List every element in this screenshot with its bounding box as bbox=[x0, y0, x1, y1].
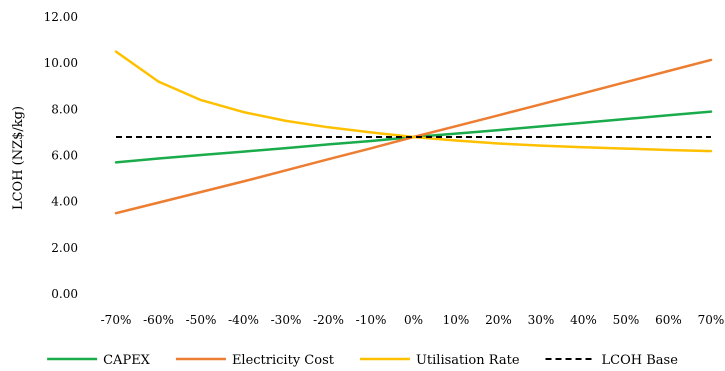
y-axis-title: LCOH (NZ$/kg) bbox=[11, 106, 26, 210]
x-tick-label: 60% bbox=[655, 313, 682, 327]
x-tick-label: -50% bbox=[186, 313, 217, 327]
y-tick-label: 10.00 bbox=[44, 56, 78, 70]
legend-label-capex: CAPEX bbox=[103, 353, 151, 368]
x-tick-label: 70% bbox=[698, 313, 725, 327]
y-tick-label: 6.00 bbox=[51, 149, 78, 163]
x-tick-label: 30% bbox=[528, 313, 555, 327]
y-tick-label: 2.00 bbox=[51, 241, 78, 255]
x-tick-label: -40% bbox=[228, 313, 259, 327]
x-tick-label: 20% bbox=[485, 313, 512, 327]
x-tick-label: -10% bbox=[356, 313, 387, 327]
legend-label-lcoh-base: LCOH Base bbox=[602, 353, 679, 368]
x-tick-label: -70% bbox=[101, 313, 132, 327]
y-tick-label: 12.00 bbox=[44, 10, 78, 24]
x-tick-label: 10% bbox=[443, 313, 470, 327]
series-lines bbox=[114, 50, 713, 215]
y-tick-label: 0.00 bbox=[51, 287, 78, 301]
legend-label-utilisation-rate: Utilisation Rate bbox=[416, 353, 520, 368]
x-tick-label: 0% bbox=[404, 313, 423, 327]
x-tick-label: -60% bbox=[143, 313, 174, 327]
series-line-utilisation-rate bbox=[114, 50, 713, 153]
y-tick-label: 4.00 bbox=[51, 195, 78, 209]
y-axis-ticks: 0.00 2.00 4.00 6.00 8.00 10.00 12.00 bbox=[44, 10, 78, 301]
x-tick-label: -30% bbox=[271, 313, 302, 327]
y-tick-label: 8.00 bbox=[51, 102, 78, 116]
legend: CAPEX Electricity Cost Utilisation Rate LCO… bbox=[47, 353, 678, 368]
x-tick-label: 40% bbox=[570, 313, 597, 327]
x-axis-ticks: -70% -60% -50% -40% -30% -20% -10% 0% 10% 20% 30% 4… bbox=[101, 313, 725, 327]
x-tick-label: 50% bbox=[613, 313, 640, 327]
legend-label-electricity-cost: Electricity Cost bbox=[232, 353, 335, 368]
x-tick-label: -20% bbox=[313, 313, 344, 327]
